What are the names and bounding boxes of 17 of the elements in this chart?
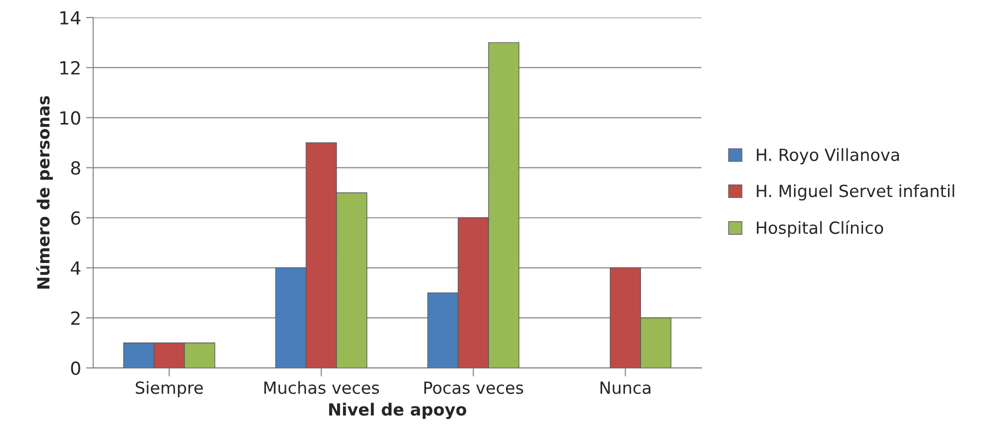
- legend-label: H. Royo Villanova: [756, 148, 899, 164]
- x-tick-label: Siempre: [136, 381, 203, 398]
- y-tick-label: 4: [70, 262, 80, 275]
- x-tick-label: Muchas veces: [264, 381, 380, 394]
- x-axis-title: Nivel de apoyo: [329, 402, 466, 420]
- x-tick-label: Nunca: [600, 382, 650, 394]
- y-tick-label: 6: [71, 211, 80, 225]
- y-tick-label: 8: [71, 161, 80, 175]
- x-tick-label: Pocas veces: [424, 382, 524, 394]
- legend-label: H. Miguel Servet infantil: [756, 184, 954, 200]
- y-axis-title: Número de personas: [36, 96, 53, 289]
- y-tick-label: 0: [71, 361, 80, 376]
- y-tick-label: 10: [60, 111, 80, 125]
- y-tick-label: 14: [60, 11, 80, 24]
- y-tick-label: 2: [71, 311, 80, 325]
- legend-label: Hospital Clínico: [756, 220, 884, 238]
- y-tick-label: 12: [60, 61, 80, 74]
